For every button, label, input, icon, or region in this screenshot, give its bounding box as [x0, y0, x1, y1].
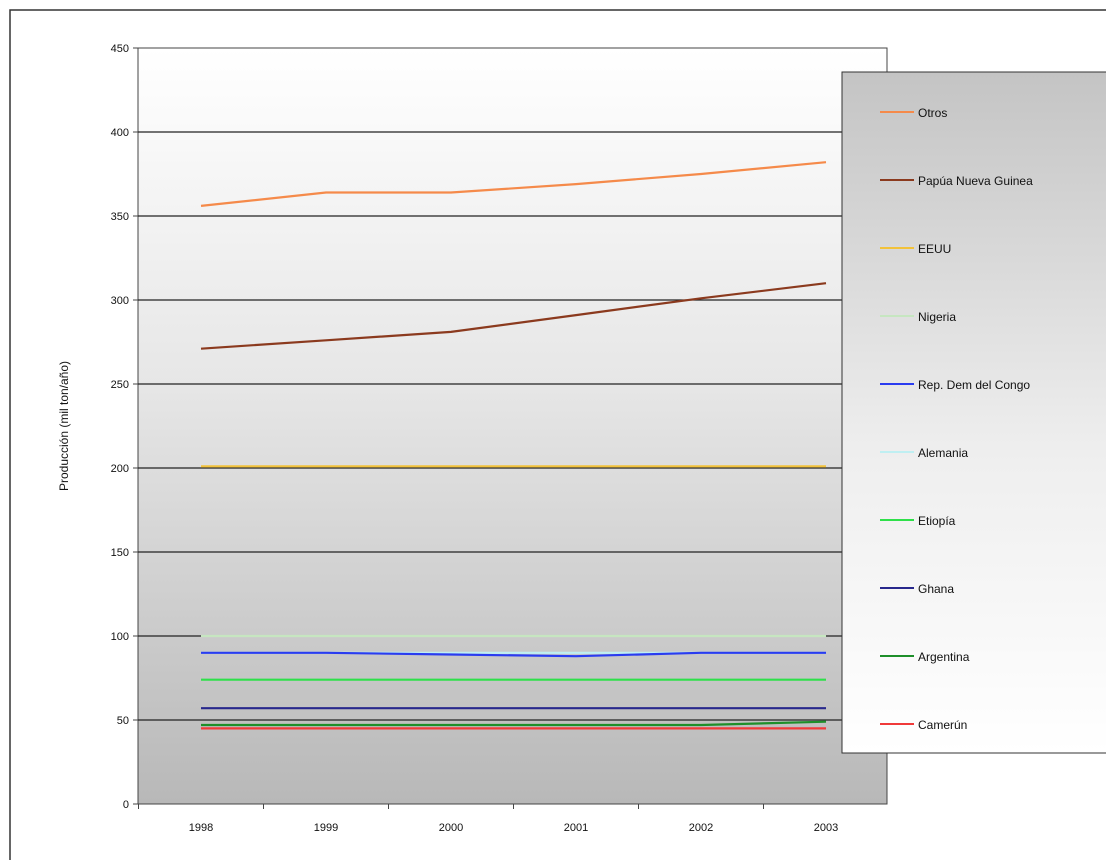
- x-tick-label: 2001: [564, 822, 588, 834]
- legend: Otros Papúa Nueva Guinea EEUU Nigeria Rep. D…: [880, 106, 1033, 732]
- y-tick-label: 350: [111, 211, 129, 223]
- x-tick-label: 1999: [314, 822, 338, 834]
- legend-label: Nigeria: [918, 310, 956, 324]
- legend-label: Etiopía: [918, 514, 956, 528]
- legend-label: Alemania: [918, 446, 968, 460]
- x-tick-label: 2003: [814, 822, 838, 834]
- legend-label: EEUU: [918, 242, 951, 256]
- series-lines: [200, 161, 827, 730]
- series-line-argentina: [201, 720, 827, 727]
- y-tick-label: 100: [111, 631, 129, 643]
- y-axis-title: Producción (mil ton/año): [57, 361, 71, 491]
- y-tick-label: 400: [111, 127, 129, 139]
- legend-label: Argentina: [918, 650, 970, 664]
- x-tick-label: 1998: [189, 822, 213, 834]
- legend-box: [841, 71, 1106, 754]
- x-tick-label: 2000: [439, 822, 463, 834]
- series-line-otros: [200, 161, 827, 207]
- y-tick-label: 250: [111, 379, 129, 391]
- plot-area: [137, 47, 888, 805]
- x-tick-label: 2002: [689, 822, 713, 834]
- legend-label: Papúa Nueva Guinea: [918, 174, 1033, 188]
- legend-label: Ghana: [918, 582, 954, 596]
- y-tick-label: 0: [123, 799, 129, 811]
- legend-label: Camerún: [918, 718, 967, 732]
- y-tick-label: 300: [111, 295, 129, 307]
- legend-label: Rep. Dem del Congo: [918, 378, 1030, 392]
- y-tick-label: 50: [117, 715, 129, 727]
- legend-label: Otros: [918, 106, 947, 120]
- axes: 0 50 100 150 200 250 300 350 400 450 1998 1999 2000 2…: [111, 43, 839, 834]
- y-tick-label: 450: [111, 43, 129, 55]
- y-tick-label: 200: [111, 463, 129, 475]
- series-line-pap-a-nueva-guinea: [200, 282, 827, 350]
- series-line-rep-dem-del-congo: [201, 651, 826, 658]
- y-tick-label: 150: [111, 547, 129, 559]
